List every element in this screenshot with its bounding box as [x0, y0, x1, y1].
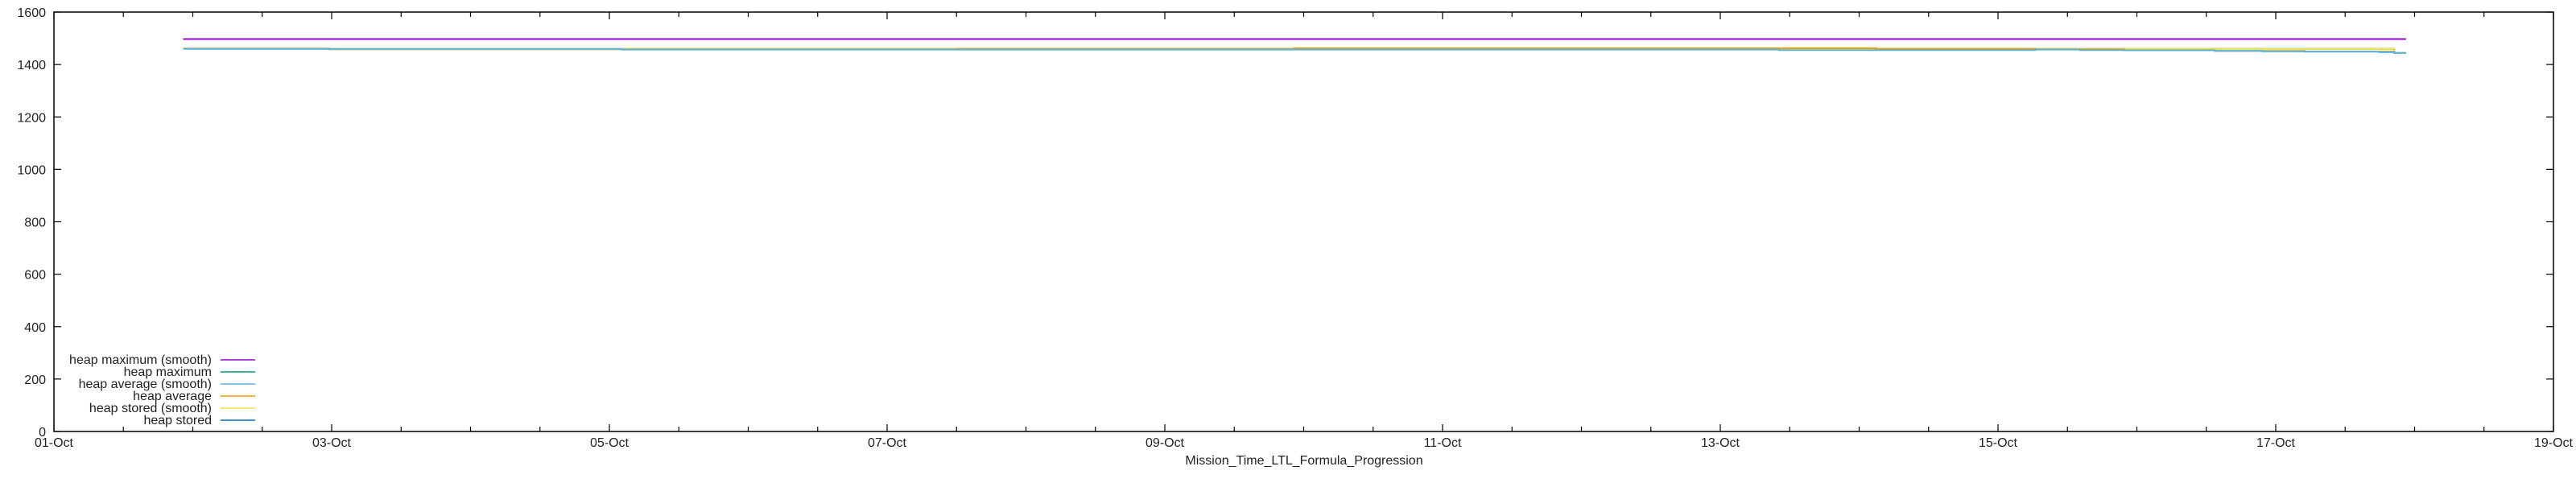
x-tick-label: 03-Oct [312, 436, 352, 450]
series-layer [183, 38, 2406, 54]
legend-label: heap stored [143, 414, 212, 427]
series-line-heap-average-smooth- [183, 47, 2406, 54]
x-tick-label: 09-Oct [1146, 436, 1185, 450]
x-tick-label: 07-Oct [868, 436, 907, 450]
legend-label: heap average [133, 390, 212, 403]
y-tick-label: 400 [24, 321, 46, 335]
x-axis-label: Mission_Time_LTL_Formula_Progression [1185, 454, 1422, 468]
legend-label: heap stored (smooth) [89, 402, 212, 415]
plot-frame [53, 11, 2554, 432]
y-tick-label: 1600 [17, 6, 46, 20]
y-tick-label: 200 [24, 374, 46, 387]
legend-label: heap maximum [124, 365, 212, 379]
x-tick-label: 17-Oct [2256, 436, 2296, 450]
x-tick-label: 13-Oct [1701, 436, 1740, 450]
y-tick-label: 600 [24, 269, 46, 283]
ticks-layer: 01-Oct 03-Oct 05-Oct 07-Oct 09-Oct 11-Oct 13-O… [17, 6, 2573, 450]
y-tick-label: 1000 [17, 163, 46, 177]
x-tick-label: 11-Oct [1424, 436, 1462, 450]
legend-label: heap maximum (smooth) [69, 353, 212, 367]
x-tick-label: 19-Oct [2534, 436, 2574, 450]
legend-label: heap average (smooth) [79, 378, 212, 391]
y-tick-label: 1400 [17, 59, 46, 72]
y-tick-label: 0 [39, 426, 46, 440]
y-tick-label: 800 [24, 217, 46, 230]
y-tick-label: 1200 [17, 111, 46, 125]
x-tick-label: 01-Oct [35, 436, 74, 450]
x-tick-label: 05-Oct [590, 436, 630, 450]
x-tick-label: 15-Oct [1979, 436, 2018, 450]
